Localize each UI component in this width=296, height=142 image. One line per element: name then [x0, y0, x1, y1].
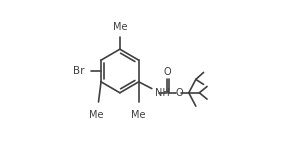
- Text: NH: NH: [155, 88, 170, 98]
- Text: Me: Me: [131, 110, 146, 120]
- Text: Br: Br: [73, 66, 84, 76]
- Text: Me: Me: [89, 110, 104, 120]
- Text: O: O: [164, 67, 171, 77]
- Text: Me: Me: [112, 22, 127, 32]
- Text: O: O: [175, 88, 183, 98]
